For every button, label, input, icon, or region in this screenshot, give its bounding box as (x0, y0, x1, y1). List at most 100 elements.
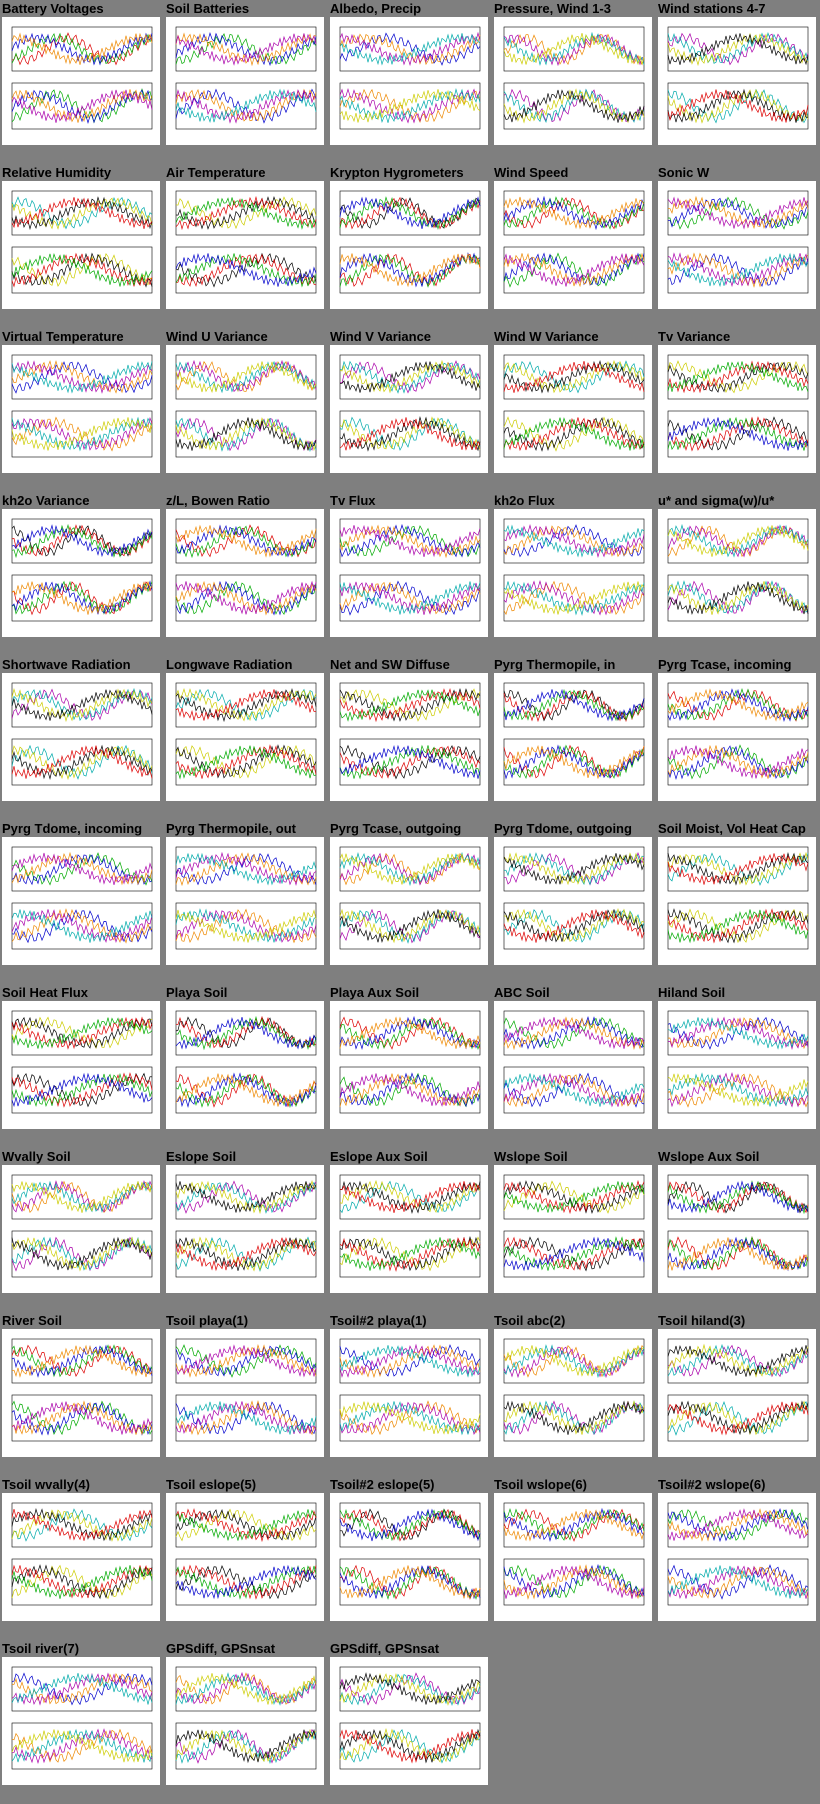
plot-tile[interactable]: u* and sigma(w)/u* (656, 492, 818, 652)
plot-thumbnail[interactable] (2, 181, 160, 309)
plot-title[interactable]: Tsoil wslope(6) (494, 1477, 587, 1492)
plot-thumbnail[interactable] (494, 181, 652, 309)
plot-thumbnail[interactable] (494, 837, 652, 965)
plot-title[interactable]: Soil Heat Flux (2, 985, 88, 1000)
plot-thumbnail[interactable] (2, 1657, 160, 1785)
plot-title[interactable]: Pyrg Tcase, outgoing (330, 821, 462, 836)
plot-thumbnail[interactable] (166, 345, 324, 473)
plot-thumbnail[interactable] (330, 17, 488, 145)
plot-tile[interactable]: Wslope Soil (492, 1148, 654, 1308)
plot-title[interactable]: Tsoil eslope(5) (166, 1477, 257, 1492)
plot-title[interactable]: Tsoil wvally(4) (2, 1477, 90, 1492)
plot-title[interactable]: Pyrg Thermopile, in (494, 657, 616, 672)
plot-thumbnail[interactable] (658, 673, 816, 801)
plot-thumbnail[interactable] (658, 1329, 816, 1457)
plot-tile[interactable]: Shortwave Radiation (0, 656, 162, 816)
plot-tile[interactable]: Air Temperature (164, 164, 326, 324)
plot-tile[interactable]: Eslope Aux Soil (328, 1148, 490, 1308)
plot-title[interactable]: Tsoil abc(2) (494, 1313, 566, 1328)
plot-thumbnail[interactable] (658, 181, 816, 309)
plot-title[interactable]: GPSdiff, GPSnsat (166, 1641, 276, 1656)
plot-tile[interactable]: Albedo, Precip (328, 0, 490, 160)
plot-thumbnail[interactable] (330, 1657, 488, 1785)
plot-title[interactable]: Pyrg Tdome, incoming (2, 821, 143, 836)
plot-title[interactable]: Wind U Variance (166, 329, 268, 344)
plot-title[interactable]: Wind V Variance (330, 329, 432, 344)
plot-tile[interactable]: Pyrg Tcase, incoming (656, 656, 818, 816)
plot-tile[interactable]: Pyrg Thermopile, out (164, 820, 326, 980)
plot-tile[interactable]: Pyrg Tcase, outgoing (328, 820, 490, 980)
plot-thumbnail[interactable] (2, 1001, 160, 1129)
plot-title[interactable]: Wslope Soil (494, 1149, 568, 1164)
plot-tile[interactable]: Tv Flux (328, 492, 490, 652)
plot-title[interactable]: Playa Aux Soil (330, 985, 420, 1000)
plot-tile[interactable]: Wind W Variance (492, 328, 654, 488)
plot-thumbnail[interactable] (658, 509, 816, 637)
plot-thumbnail[interactable] (166, 837, 324, 965)
plot-tile[interactable]: Hiland Soil (656, 984, 818, 1144)
plot-tile[interactable]: Relative Humidity (0, 164, 162, 324)
plot-tile[interactable]: Tsoil eslope(5) (164, 1476, 326, 1636)
plot-thumbnail[interactable] (166, 1657, 324, 1785)
plot-title[interactable]: Wvally Soil (2, 1149, 71, 1164)
plot-tile[interactable]: Tsoil#2 playa(1) (328, 1312, 490, 1472)
plot-tile[interactable]: Tsoil abc(2) (492, 1312, 654, 1472)
plot-thumbnail[interactable] (166, 1165, 324, 1293)
plot-tile[interactable]: z/L, Bowen Ratio (164, 492, 326, 652)
plot-thumbnail[interactable] (330, 1329, 488, 1457)
plot-tile[interactable]: Tsoil playa(1) (164, 1312, 326, 1472)
plot-title[interactable]: z/L, Bowen Ratio (166, 493, 270, 508)
plot-title[interactable]: Eslope Aux Soil (330, 1149, 428, 1164)
plot-thumbnail[interactable] (330, 345, 488, 473)
plot-tile[interactable]: Virtual Temperature (0, 328, 162, 488)
plot-thumbnail[interactable] (494, 1165, 652, 1293)
plot-thumbnail[interactable] (494, 17, 652, 145)
plot-title[interactable]: Tv Flux (330, 493, 376, 508)
plot-tile[interactable]: Pressure, Wind 1-3 (492, 0, 654, 160)
plot-title[interactable]: Pyrg Tdome, outgoing (494, 821, 632, 836)
plot-title[interactable]: Eslope Soil (166, 1149, 237, 1164)
plot-title[interactable]: kh2o Flux (494, 493, 555, 508)
plot-thumbnail[interactable] (658, 837, 816, 965)
plot-tile[interactable]: Playa Soil (164, 984, 326, 1144)
plot-title[interactable]: GPSdiff, GPSnsat (330, 1641, 440, 1656)
plot-tile[interactable]: Longwave Radiation (164, 656, 326, 816)
plot-tile[interactable]: River Soil (0, 1312, 162, 1472)
plot-title[interactable]: Playa Soil (166, 985, 228, 1000)
plot-tile[interactable]: Soil Heat Flux (0, 984, 162, 1144)
plot-thumbnail[interactable] (494, 1493, 652, 1621)
plot-thumbnail[interactable] (166, 673, 324, 801)
plot-title[interactable]: Virtual Temperature (2, 329, 124, 344)
plot-title[interactable]: Soil Moist, Vol Heat Cap (658, 821, 806, 836)
plot-title[interactable]: ABC Soil (494, 985, 550, 1000)
plot-thumbnail[interactable] (330, 1165, 488, 1293)
plot-thumbnail[interactable] (2, 837, 160, 965)
plot-title[interactable]: Tsoil#2 playa(1) (330, 1313, 427, 1328)
plot-thumbnail[interactable] (2, 1493, 160, 1621)
plot-title[interactable]: Pressure, Wind 1-3 (494, 1, 611, 16)
plot-thumbnail[interactable] (2, 345, 160, 473)
plot-tile[interactable]: Krypton Hygrometers (328, 164, 490, 324)
plot-title[interactable]: Tsoil playa(1) (166, 1313, 249, 1328)
plot-title[interactable]: Tv Variance (658, 329, 731, 344)
plot-title[interactable]: Albedo, Precip (330, 1, 422, 16)
plot-thumbnail[interactable] (330, 837, 488, 965)
plot-thumbnail[interactable] (658, 1165, 816, 1293)
plot-title[interactable]: Wslope Aux Soil (658, 1149, 760, 1164)
plot-title[interactable]: Tsoil#2 eslope(5) (330, 1477, 435, 1492)
plot-tile[interactable]: Battery Voltages (0, 0, 162, 160)
plot-title[interactable]: Relative Humidity (2, 165, 112, 180)
plot-thumbnail[interactable] (166, 509, 324, 637)
plot-thumbnail[interactable] (494, 509, 652, 637)
plot-thumbnail[interactable] (330, 509, 488, 637)
plot-tile[interactable]: GPSdiff, GPSnsat (164, 1640, 326, 1800)
plot-thumbnail[interactable] (330, 181, 488, 309)
plot-tile[interactable]: Sonic W (656, 164, 818, 324)
plot-tile[interactable]: Tsoil#2 wslope(6) (656, 1476, 818, 1636)
plot-title[interactable]: Wind W Variance (494, 329, 599, 344)
plot-tile[interactable]: Pyrg Thermopile, in (492, 656, 654, 816)
plot-title[interactable]: River Soil (2, 1313, 62, 1328)
plot-title[interactable]: Tsoil river(7) (2, 1641, 80, 1656)
plot-tile[interactable]: Wind U Variance (164, 328, 326, 488)
plot-title[interactable]: kh2o Variance (2, 493, 90, 508)
